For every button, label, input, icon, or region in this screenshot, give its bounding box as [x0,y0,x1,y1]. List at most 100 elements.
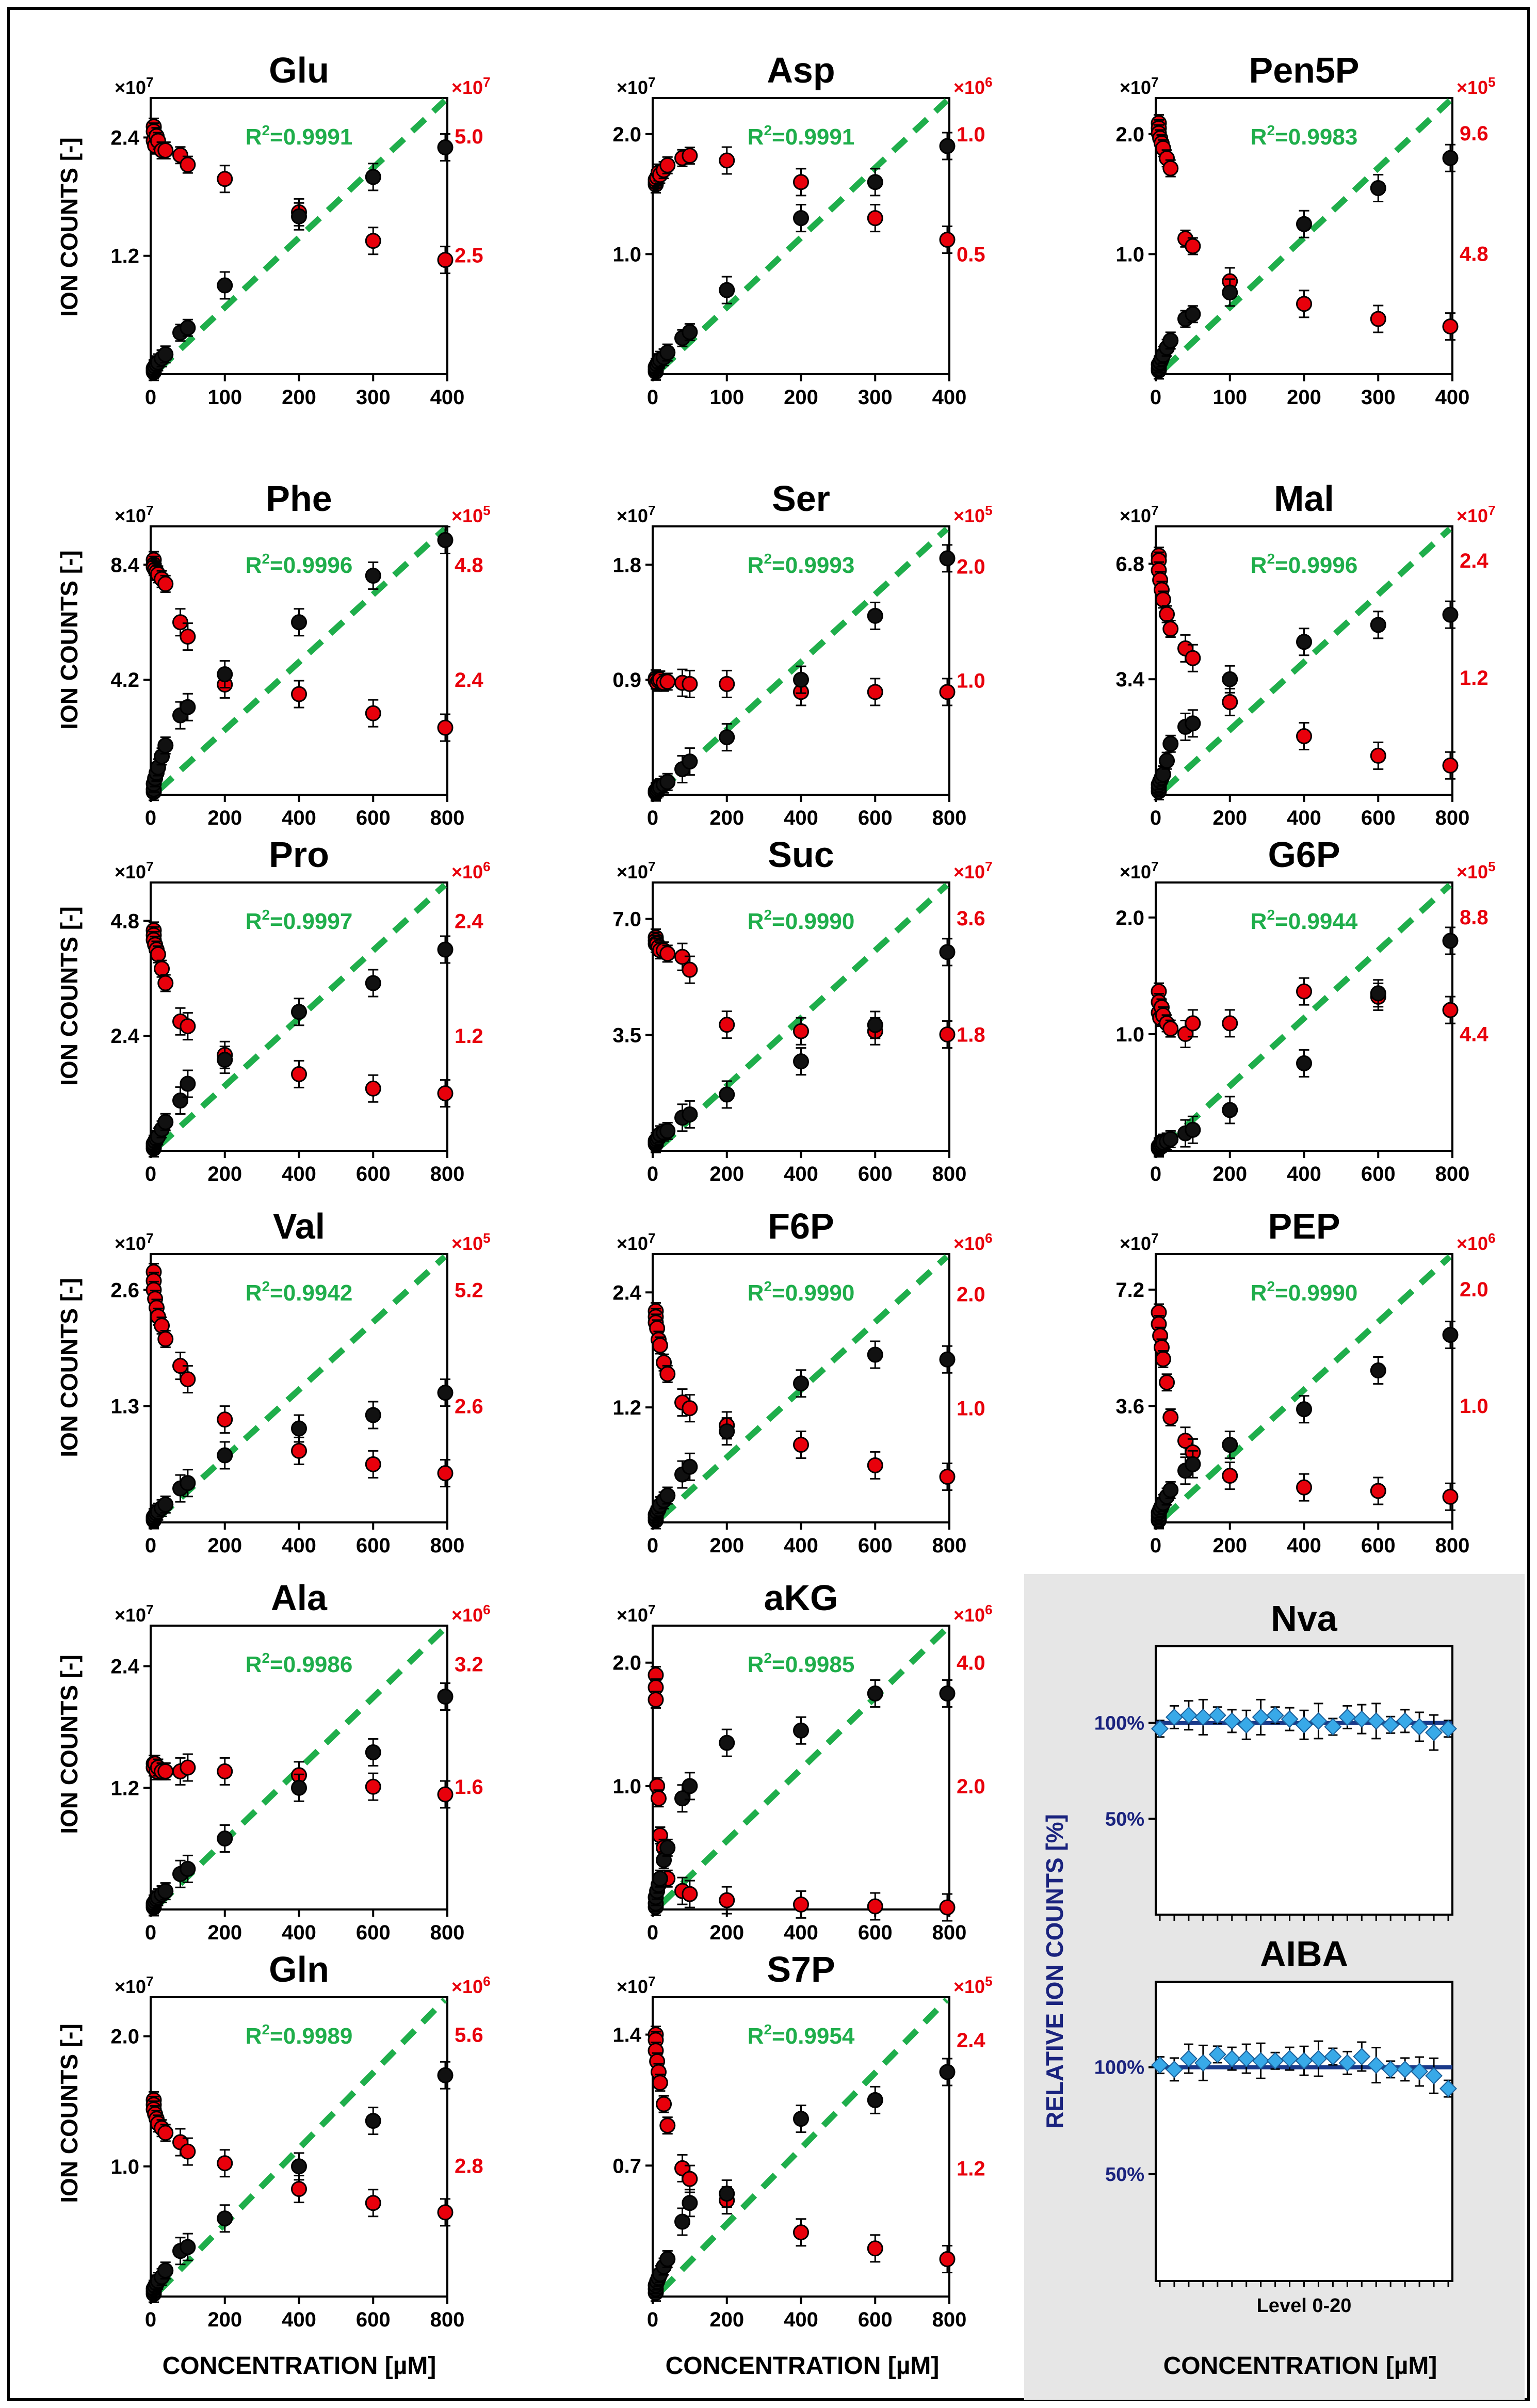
norm-point [1208,1706,1226,1724]
red-series-point [365,1778,381,1795]
black-series-point [365,169,381,185]
chart-title: Mal [1274,478,1334,519]
black-series-point [365,1744,381,1761]
chart-title: S7P [767,1949,835,1989]
chart-title: aKG [764,1578,838,1618]
x-tick-label: 200 [1212,1163,1247,1185]
left-exponent-power: 7 [648,1602,655,1617]
red-series-point [157,1331,174,1347]
right-tick-label: 5.6 [455,2024,483,2047]
black-series-point [1442,606,1459,623]
r2-superscript: 2 [262,2021,270,2037]
x-tick-label: 800 [932,2308,967,2331]
black-series-point [939,550,956,567]
right-tick-label: 4.0 [957,1652,985,1675]
black-series-point [682,753,698,770]
red-series-point [365,233,381,249]
x-tick-label: 400 [282,1163,316,1185]
right-exponent: ×106 [1457,1230,1496,1254]
chart-title: Suc [768,834,834,875]
red-series-point [659,2117,676,2134]
right-tick-label: 2.4 [455,669,483,692]
right-tick-label: 1.2 [957,2157,985,2180]
left-exponent-power: 7 [146,1973,153,1989]
norm-point [1338,1708,1356,1726]
fit-line [659,526,949,792]
red-series-point [291,1442,307,1459]
left-exponent: ×107 [617,1973,656,1997]
black-series-point [180,699,196,715]
x-axis-title-col3: CONCENTRATION [µM] [1163,2352,1437,2380]
black-series-point [939,1351,956,1368]
r2-value: =0.9997 [270,909,352,934]
r2-value: =0.9986 [270,1652,352,1677]
right-exponent-power: 5 [483,1230,490,1246]
black-series-point [867,1346,883,1363]
right-exponent: ×107 [451,74,491,98]
red-series-point [157,1763,174,1779]
right-exponent: ×105 [451,503,491,526]
right-exponent-power: 6 [483,1602,490,1617]
r2-superscript: 2 [262,907,270,923]
r2-label: R2=0.9990 [748,907,855,934]
red-series-point [291,686,307,702]
x-tick-label: 400 [1287,1163,1321,1185]
r2-superscript: 2 [1267,551,1275,567]
x-tick-label: 200 [709,1921,744,1944]
x-tick-label: 300 [858,386,893,409]
right-exponent: ×105 [1457,74,1496,98]
left-tick-label: 7.2 [1115,1279,1144,1302]
red-series-point [365,705,381,721]
x-axis-title-col2: CONCENTRATION [µM] [666,2352,940,2380]
black-series-point [674,2213,690,2230]
left-tick-label: 2.4 [110,1025,139,1048]
black-series-point [1162,1131,1179,1147]
black-series-point [365,1407,381,1423]
red-series-point [939,1026,956,1042]
norm-point [1425,2067,1443,2085]
r2-label: R2=0.9991 [246,122,353,150]
black-series-point [291,208,307,224]
black-series-point [217,1831,233,1847]
left-tick-label: 2.0 [612,123,641,146]
x-tick-label: 200 [1212,1534,1247,1557]
red-series-point [1162,1409,1179,1426]
norm-point [1425,1724,1443,1742]
black-series-point [719,1735,735,1751]
right-exponent-base: ×10 [953,1976,985,1997]
right-tick-label: 2.5 [455,244,483,267]
black-series-point [659,344,676,361]
chart-title: G6P [1268,834,1340,875]
black-series-point [180,1075,196,1092]
left-exponent-power: 7 [146,74,153,90]
right-tick-label: 1.6 [455,1776,483,1799]
left-tick-label: 1.2 [110,1777,139,1800]
black-series-point [659,1487,676,1504]
red-series-point [719,676,735,692]
left-exponent-power: 7 [146,859,153,874]
r2-value: =0.9942 [270,1280,352,1306]
left-exponent-base: ×10 [1120,1233,1151,1254]
x-tick-label: 400 [282,1534,316,1557]
x-tick-label: 0 [647,386,658,409]
r2-label: R2=0.9990 [1251,1278,1358,1306]
chart-title: Val [273,1206,325,1246]
chart-title: Phe [266,478,332,519]
x-tick-label: 0 [647,807,658,829]
x-tick-label: 400 [430,386,465,409]
black-series-point [157,1883,174,1900]
black-series-point [1442,150,1459,166]
right-tick-label: 4.4 [1460,1023,1489,1046]
right-tick-label: 2.4 [957,2029,985,2052]
red-series-point [365,1456,381,1472]
x-tick-label: 200 [1212,807,1247,829]
norm-point [1295,2052,1313,2070]
norm-point [1367,1712,1385,1730]
left-tick-label: 2.0 [1115,907,1144,929]
x-tick-label: 600 [356,2308,391,2331]
red-series-point [1162,160,1179,176]
black-series-point [793,1053,809,1070]
right-exponent: ×106 [953,1230,993,1254]
y-axis-title-row1: ION COUNTS [-] [56,137,83,317]
